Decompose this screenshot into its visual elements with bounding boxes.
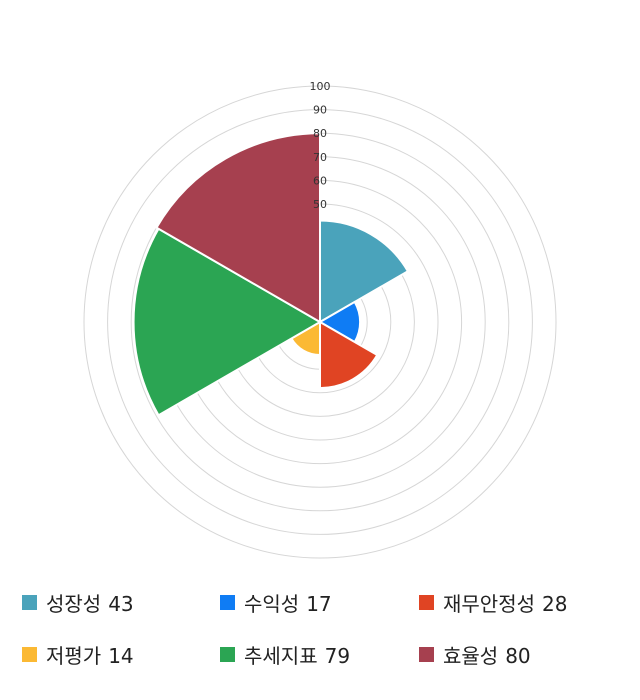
legend-swatch: [419, 646, 434, 662]
legend-value: 14: [108, 643, 134, 668]
legend-label: 효율성 80: [443, 640, 531, 669]
legend-label: 성장성 43: [46, 588, 134, 617]
legend-category: 효율성: [443, 643, 499, 668]
legend-item: 재무안정성 28: [419, 587, 567, 617]
legend-item: 저평가 14: [22, 639, 134, 669]
legend-label: 저평가 14: [46, 640, 134, 669]
legend-value: 28: [542, 591, 568, 616]
polar-chart: 100 90 80 70 60 50: [83, 80, 557, 559]
legend-item: 성장성 43: [22, 587, 134, 617]
grid-ring: [107, 109, 533, 535]
radial-tick-label: 60: [313, 174, 327, 187]
legend-swatch: [220, 594, 235, 610]
legend-swatch: [22, 646, 37, 662]
legend-swatch: [419, 594, 434, 610]
legend-item: 효율성 80: [419, 639, 531, 669]
legend-swatch: [22, 594, 37, 610]
legend-category: 성장성: [46, 591, 102, 616]
legend-label: 재무안정성 28: [443, 588, 567, 617]
radial-tick-labels: 100 90 80 70 60 50: [310, 80, 331, 211]
legend-value: 43: [108, 591, 134, 616]
legend-value: 79: [324, 643, 351, 668]
radial-tick-label: 90: [313, 104, 327, 117]
legend-item: 추세지표 79: [220, 639, 350, 669]
legend-value: 80: [505, 643, 531, 668]
slices: [132, 132, 410, 417]
legend-category: 수익성: [244, 591, 300, 616]
radial-tick-label: 70: [313, 151, 327, 164]
grid-ring: [83, 85, 557, 559]
legend-category: 저평가: [46, 643, 102, 668]
legend-category: 추세지표: [244, 643, 318, 668]
slice-6: [155, 132, 321, 324]
legend-item: 수익성 17: [220, 587, 332, 617]
slice-3: [319, 320, 379, 390]
slice-1: [319, 219, 410, 324]
legend: 성장성 43 수익성 17 재무안정성 28 저평가 14 추세지표 79 효율성 80: [0, 580, 640, 690]
radial-tick-label: 100: [310, 80, 331, 93]
slice-5: [132, 227, 323, 417]
legend-label: 수익성 17: [244, 588, 332, 617]
legend-swatch: [220, 646, 235, 662]
radial-tick-label: 80: [313, 127, 327, 140]
legend-category: 재무안정성: [443, 591, 535, 616]
polar-chart-svg: 100 90 80 70 60 50: [83, 80, 557, 559]
radial-tick-label: 50: [313, 198, 327, 211]
legend-label: 추세지표 79: [244, 640, 350, 669]
legend-value: 17: [306, 591, 332, 616]
